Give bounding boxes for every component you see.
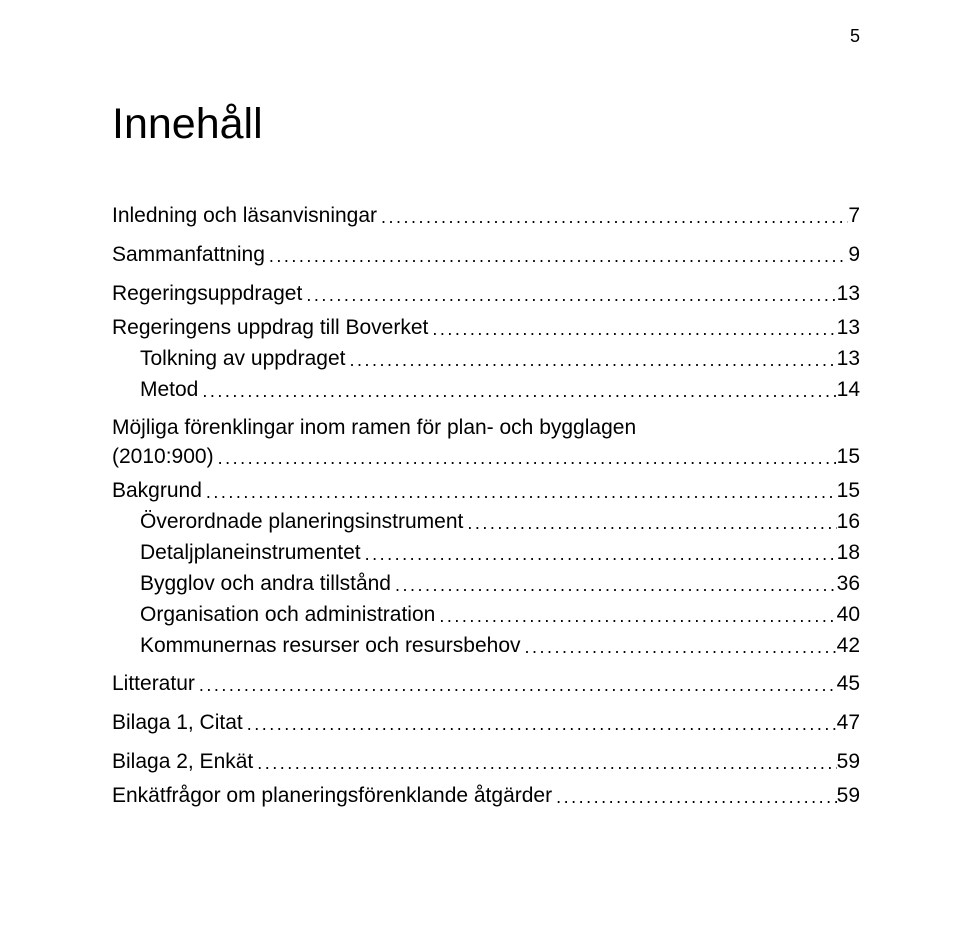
- toc-leader: [428, 315, 836, 343]
- toc-label: Litteratur: [112, 669, 195, 698]
- toc-entry: Överordnade planeringsinstrument 16: [112, 508, 860, 536]
- toc-entry-line2: (2010:900) 15: [112, 442, 860, 472]
- toc-label: Bygglov och andra tillstånd: [112, 570, 391, 598]
- toc-label: (2010:900): [112, 442, 214, 471]
- toc-leader: [243, 710, 837, 739]
- toc-entry: Litteratur 45: [112, 669, 860, 699]
- toc-leader: [552, 783, 837, 811]
- toc-entry: Bilaga 1, Citat 47: [112, 708, 860, 738]
- toc-label: Bakgrund: [112, 477, 202, 505]
- toc-label: Överordnade planeringsinstrument: [112, 508, 463, 536]
- toc-label: Regeringens uppdrag till Boverket: [112, 314, 428, 342]
- toc-entry: Möjliga förenklingar inom ramen för plan…: [112, 413, 860, 472]
- toc-page: 13: [837, 279, 860, 308]
- toc-leader: [521, 633, 837, 661]
- toc-leader: [345, 346, 836, 374]
- toc-label: Metod: [112, 376, 198, 404]
- document-page: 5 Innehåll Inledning och läsanvisningar 7…: [0, 0, 960, 934]
- toc-entry: Inledning och läsanvisningar 7: [112, 201, 860, 231]
- toc-entry: Bilaga 2, Enkät 59: [112, 747, 860, 777]
- toc-leader: [265, 242, 848, 271]
- toc-leader: [214, 444, 837, 473]
- toc-leader: [195, 671, 837, 700]
- toc-page: 13: [837, 345, 860, 373]
- toc-label: Tolkning av uppdraget: [112, 345, 345, 373]
- toc-page: 7: [848, 201, 860, 230]
- toc-page: 45: [837, 669, 860, 698]
- table-of-contents: Inledning och läsanvisningar 7 Sammanfattn…: [112, 201, 860, 810]
- toc-label: Inledning och läsanvisningar: [112, 201, 377, 230]
- toc-entry: Bygglov och andra tillstånd 36: [112, 570, 860, 598]
- toc-label: Enkätfrågor om planeringsförenklande åtg…: [112, 782, 552, 810]
- toc-entry: Regeringens uppdrag till Boverket 13: [112, 314, 860, 342]
- toc-label: Organisation och administration: [112, 601, 435, 629]
- toc-entry: Enkätfrågor om planeringsförenklande åtg…: [112, 782, 860, 810]
- toc-entry: Regeringsuppdraget 13: [112, 279, 860, 309]
- toc-label: Möjliga förenklingar inom ramen för plan…: [112, 413, 860, 442]
- toc-entry: Sammanfattning 9: [112, 240, 860, 270]
- toc-page: 40: [837, 601, 860, 629]
- toc-leader: [377, 203, 848, 232]
- toc-page: 13: [837, 314, 860, 342]
- toc-leader: [202, 478, 837, 506]
- toc-page: 59: [837, 747, 860, 776]
- toc-label: Bilaga 2, Enkät: [112, 747, 253, 776]
- toc-page: 16: [837, 508, 860, 536]
- toc-page: 59: [837, 782, 860, 810]
- toc-leader: [435, 602, 836, 630]
- toc-page: 42: [837, 632, 860, 660]
- page-number: 5: [850, 26, 860, 47]
- toc-leader: [463, 509, 836, 537]
- toc-label: Detaljplaneinstrumentet: [112, 539, 361, 567]
- toc-leader: [361, 540, 837, 568]
- toc-leader: [253, 749, 836, 778]
- toc-page: 9: [848, 240, 860, 269]
- toc-label: Sammanfattning: [112, 240, 265, 269]
- page-title: Innehåll: [112, 100, 860, 149]
- toc-entry: Metod 14: [112, 376, 860, 404]
- toc-page: 36: [837, 570, 860, 598]
- toc-entry: Organisation och administration 40: [112, 601, 860, 629]
- toc-page: 15: [837, 477, 860, 505]
- toc-leader: [391, 571, 837, 599]
- toc-page: 18: [837, 539, 860, 567]
- toc-label: Kommunernas resurser och resursbehov: [112, 632, 521, 660]
- toc-entry: Kommunernas resurser och resursbehov 42: [112, 632, 860, 660]
- toc-label: Regeringsuppdraget: [112, 279, 302, 308]
- toc-page: 14: [837, 376, 860, 404]
- toc-leader: [302, 281, 836, 310]
- toc-entry: Detaljplaneinstrumentet 18: [112, 539, 860, 567]
- toc-label: Bilaga 1, Citat: [112, 708, 243, 737]
- toc-page: 15: [837, 442, 860, 471]
- toc-entry: Tolkning av uppdraget 13: [112, 345, 860, 373]
- toc-page: 47: [837, 708, 860, 737]
- toc-leader: [198, 377, 836, 405]
- toc-entry: Bakgrund 15: [112, 477, 860, 505]
